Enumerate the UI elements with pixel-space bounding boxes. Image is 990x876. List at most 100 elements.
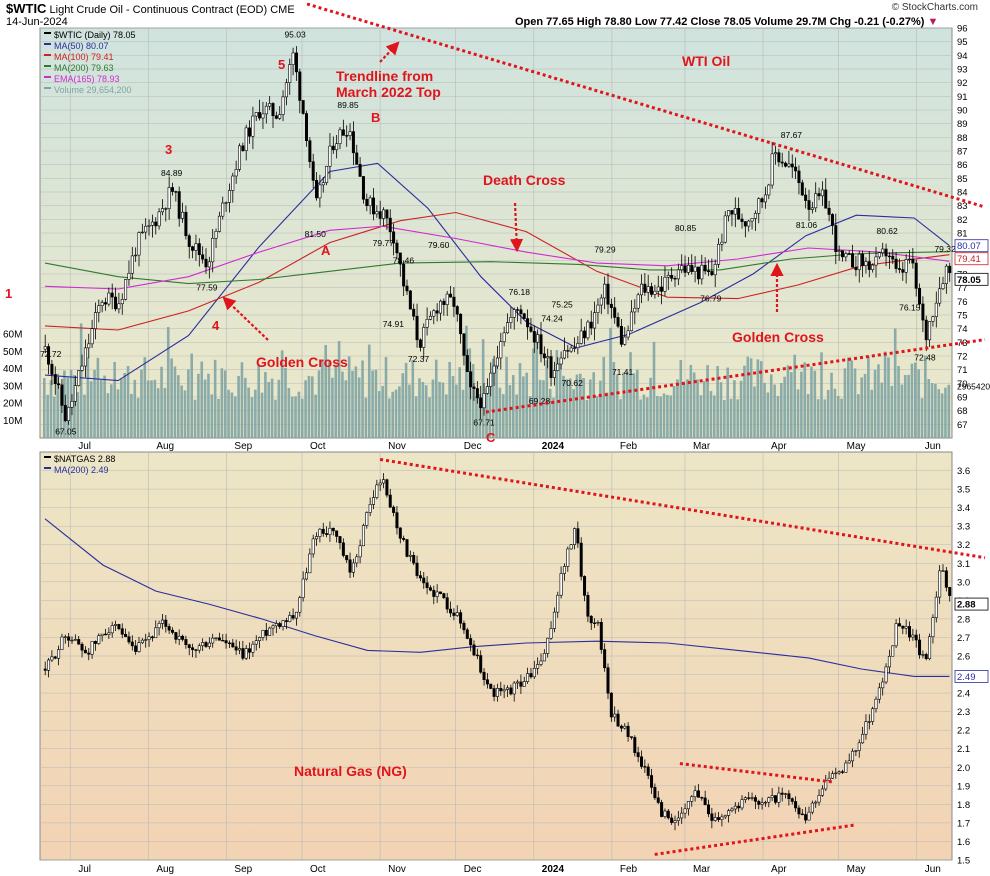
volume-bar <box>46 394 49 438</box>
wti-candle-body <box>124 279 128 300</box>
ng-candle-body <box>519 681 523 687</box>
wti-candle-body <box>583 330 587 339</box>
volume-bar <box>836 395 840 438</box>
ng-candle-body <box>750 797 754 799</box>
ng-candle-body <box>562 566 566 574</box>
ng-candle-body <box>579 542 583 577</box>
volume-bar <box>421 382 425 438</box>
volume-bar <box>351 370 354 438</box>
ng-candle-body <box>516 681 520 684</box>
ng-candle-body <box>844 762 848 773</box>
wti-candle-body <box>83 347 87 367</box>
ng-candle-body <box>871 708 875 722</box>
ng-candle-body <box>897 623 901 627</box>
ma100-last-value-box <box>954 252 989 266</box>
wti-candle-body <box>505 322 509 334</box>
volume-bar <box>203 379 207 438</box>
volume-bar <box>304 380 307 438</box>
ng-candle-body <box>690 796 694 802</box>
wti-candle-body <box>596 304 600 313</box>
volume-bar <box>806 394 810 438</box>
ng-y-tick: 1.5 <box>957 856 970 867</box>
wti-candle-body <box>472 386 476 389</box>
ng-month-label: Aug <box>156 864 174 875</box>
ng-candle-body <box>204 642 208 647</box>
ng-candle-body <box>666 810 670 819</box>
volume-bar <box>830 372 833 438</box>
volume-bar <box>223 370 227 438</box>
wti-candle-body <box>921 303 925 321</box>
wti-candle-body <box>435 310 439 314</box>
ng-candle-body <box>264 629 268 636</box>
volume-bar <box>612 362 616 438</box>
wti-price-label: 79.60 <box>428 240 450 250</box>
wti-candle-body <box>840 250 844 258</box>
ng-candle-body <box>840 771 844 773</box>
wti-y-tick: 71 <box>957 365 968 376</box>
wti-candle-body <box>304 113 308 141</box>
wti-candle-body <box>499 341 503 359</box>
volume-bar <box>595 396 599 438</box>
volume-bar <box>488 385 492 438</box>
wti-candle-body <box>757 198 761 214</box>
volume-bar <box>629 352 632 438</box>
ng-month-label: Apr <box>771 864 787 875</box>
wti-candle-body <box>177 191 181 219</box>
ng-candle-body <box>495 688 499 697</box>
ng-candle-body <box>318 528 322 537</box>
volume-bar <box>666 394 669 438</box>
wti-candle-body <box>452 296 456 307</box>
ng-candle-body <box>412 554 416 564</box>
ng-candle-body <box>137 642 141 652</box>
wti-candle-body <box>559 357 563 365</box>
wti-candle-body <box>144 225 148 233</box>
ng-candle-body <box>492 688 496 697</box>
volume-tick-label: 20M <box>3 399 22 410</box>
volume-bar <box>900 384 904 438</box>
ng-candle-body <box>217 637 221 641</box>
ng-candle-body <box>234 646 238 651</box>
wti-candle-body <box>459 313 463 335</box>
wti-candle-body <box>214 231 218 239</box>
wti-candle-body <box>438 300 442 314</box>
volume-bar <box>190 353 193 438</box>
wti-price-label: 74.91 <box>383 319 405 329</box>
ng-candle-body <box>693 790 697 798</box>
wti-candle-body <box>539 334 543 355</box>
volume-bar <box>86 357 90 438</box>
wti-candle-body <box>566 350 570 352</box>
volume-bar <box>498 387 502 438</box>
volume-bar <box>897 365 900 438</box>
ng-candle-body <box>931 617 935 638</box>
volume-tick-label: 50M <box>3 347 22 358</box>
ng-candle-body <box>365 512 369 526</box>
volume-bar <box>873 369 877 438</box>
volume-bar <box>823 399 827 438</box>
wti-candle-body <box>686 264 690 273</box>
ng-candle-body <box>311 538 315 555</box>
ohlc-readout: Open 77.65 High 78.80 Low 77.42 Close 78… <box>515 16 938 28</box>
wti-candle-body <box>70 400 74 408</box>
wti-candle-body <box>63 405 67 421</box>
wti-candle-body <box>291 52 295 65</box>
volume-bar <box>163 387 167 438</box>
volume-bar <box>448 361 451 438</box>
ng-candle-body <box>114 624 118 626</box>
wti-legend-swatch <box>44 87 51 89</box>
ng-candle-body <box>83 649 87 654</box>
volume-bar <box>341 371 344 438</box>
wti-y-tick: 85 <box>957 174 968 185</box>
ng-candle-body <box>700 797 704 799</box>
wti-price-label: 75.25 <box>552 300 574 310</box>
ng-candle-body <box>536 664 540 669</box>
wti-price-label: 81.50 <box>305 229 327 239</box>
wti-candle-body <box>485 386 489 394</box>
volume-bar <box>729 398 733 438</box>
ng-candle-body <box>371 497 375 505</box>
wti-candle-body <box>110 292 114 298</box>
ng-candle-body <box>70 639 74 642</box>
wti-candle-body <box>251 115 255 137</box>
wti-candle-body <box>653 290 657 295</box>
volume-bar <box>374 369 378 438</box>
ng-candle-body <box>626 725 630 737</box>
